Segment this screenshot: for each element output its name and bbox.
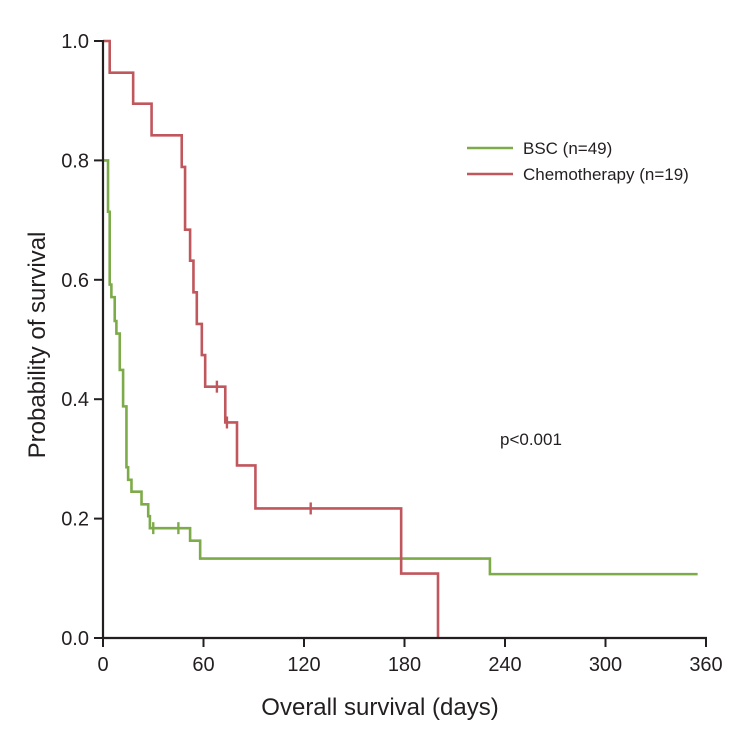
x-tick-label-3: 180	[388, 654, 421, 676]
axes-layer: 0.0 0.2 0.4 0.6 0.8 1.0 0 60 120 180 240 300 360	[61, 31, 723, 676]
legend-label-1: Chemotherapy (n=19)	[523, 165, 689, 184]
y-axis-title: Probability of survival	[24, 232, 51, 459]
y-tick-label-0: 0.0	[61, 628, 89, 650]
x-tick-label-2: 120	[287, 654, 320, 676]
x-tick-label-6: 360	[689, 654, 722, 676]
y-tick-label-1: 0.2	[61, 509, 89, 531]
legend-label-0: BSC (n=49)	[523, 139, 612, 158]
series-line-1	[103, 39, 440, 638]
y-tick-label-2: 0.4	[61, 389, 89, 411]
plot-layer	[103, 39, 698, 638]
x-tick-label-0: 0	[97, 654, 108, 676]
x-axis-title: Overall survival (days)	[261, 694, 498, 721]
x-tick-label-5: 300	[589, 654, 622, 676]
y-tick-label-5: 1.0	[61, 31, 89, 53]
y-tick-label-4: 0.8	[61, 150, 89, 172]
y-tick-label-3: 0.6	[61, 270, 89, 292]
series-line-0	[103, 159, 698, 576]
x-tick-label-4: 240	[488, 654, 521, 676]
x-tick-label-1: 60	[192, 654, 214, 676]
legend: BSC (n=49) Chemotherapy (n=19)	[467, 139, 689, 184]
p-value-annotation: p<0.001	[500, 430, 562, 449]
